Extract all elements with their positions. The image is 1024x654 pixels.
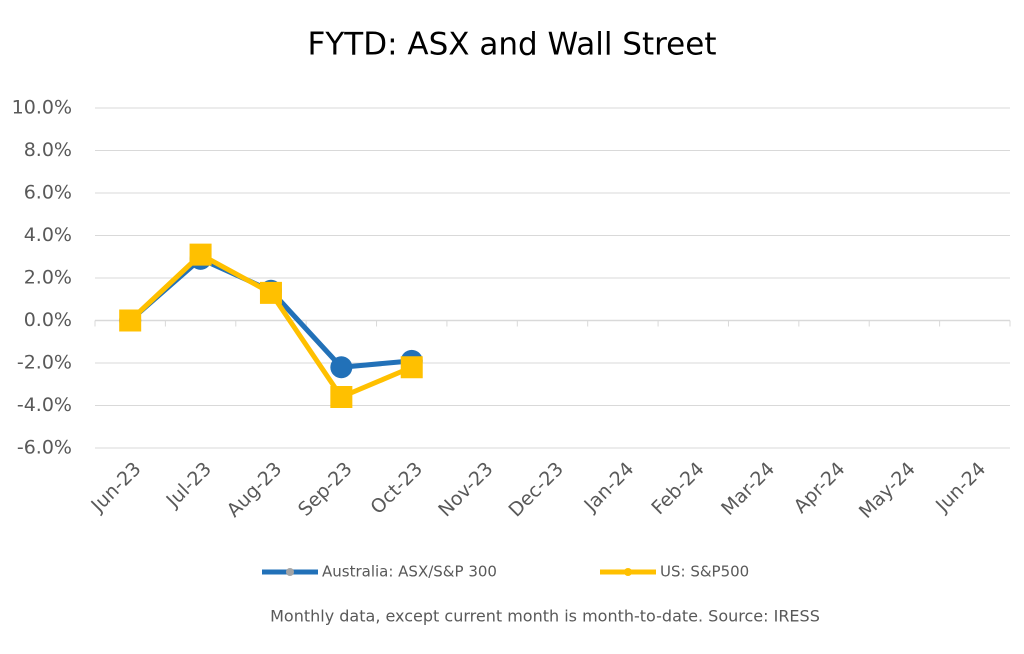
marker <box>400 356 423 379</box>
marker <box>330 386 353 408</box>
x-tick-label: Jul-23 <box>162 458 216 512</box>
chart-title: FYTD: ASX and Wall Street <box>308 27 717 63</box>
x-tick-label: Aug-23 <box>223 458 287 522</box>
y-tick-label: 2.0% <box>24 267 72 289</box>
marker <box>119 309 142 332</box>
x-tick-label: Dec-23 <box>504 458 568 522</box>
marker <box>189 243 212 266</box>
x-tick-label: Apr-24 <box>790 458 850 518</box>
x-tick-label: Jun-23 <box>86 458 145 517</box>
legend-marker <box>286 568 294 576</box>
x-tick-label: Jun-24 <box>931 458 990 517</box>
y-tick-label: -4.0% <box>17 394 72 416</box>
marker <box>330 356 353 379</box>
y-tick-label: -2.0% <box>17 352 72 374</box>
x-tick-label: Mar-24 <box>717 458 779 520</box>
x-tick-label: May-24 <box>855 458 920 523</box>
y-tick-label: 8.0% <box>24 139 72 161</box>
series-line <box>128 252 413 400</box>
legend-label: US: S&P500 <box>660 563 749 581</box>
x-tick-label: Jan-24 <box>579 458 638 517</box>
x-tick-label: Feb-24 <box>647 458 708 519</box>
legend-marker <box>624 568 632 576</box>
x-tick-label: Nov-23 <box>434 458 497 521</box>
chart-note: Monthly data, except current month is mo… <box>270 607 820 626</box>
y-tick-label: 4.0% <box>24 224 72 246</box>
y-tick-label: -6.0% <box>17 437 72 459</box>
series-line <box>128 256 412 370</box>
y-tick-label: 10.0% <box>12 97 72 119</box>
x-tick-label: Sep-23 <box>294 458 357 521</box>
legend-label: Australia: ASX/S&P 300 <box>322 563 497 581</box>
y-tick-label: 0.0% <box>24 309 72 331</box>
marker <box>259 281 282 304</box>
y-tick-label: 6.0% <box>24 182 72 204</box>
x-tick-label: Oct-23 <box>366 458 427 519</box>
